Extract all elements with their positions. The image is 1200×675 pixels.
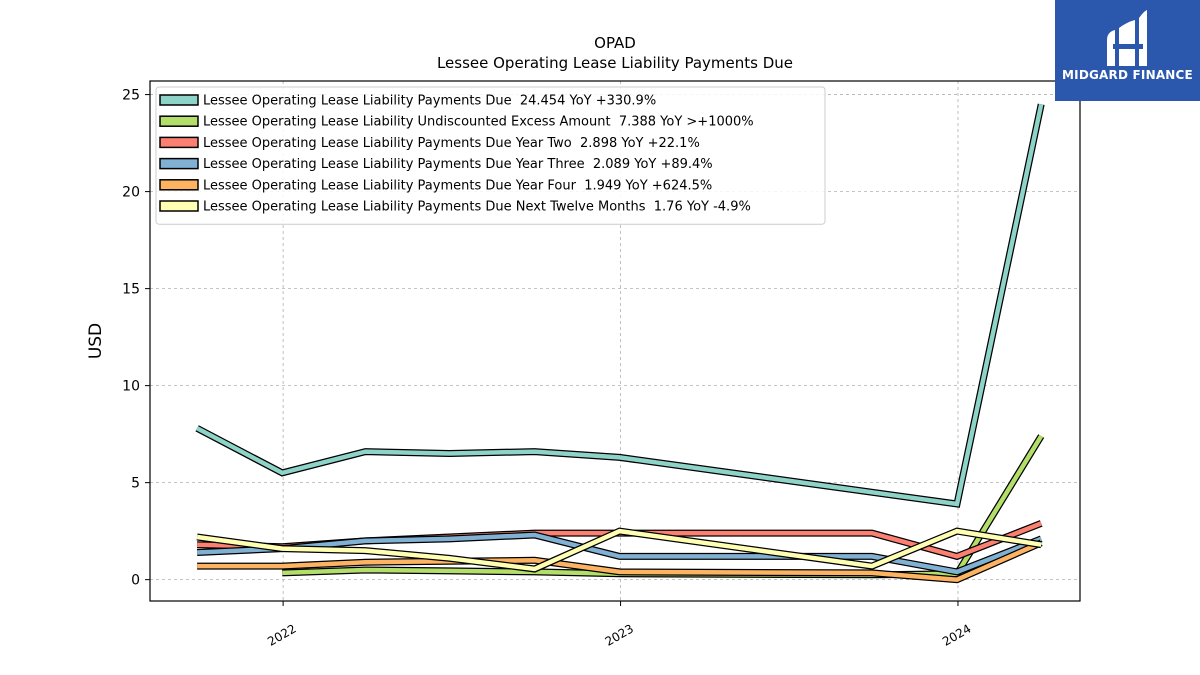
y-axis-label: USD [86,323,106,359]
legend-item: Lessee Operating Lease Liability Payment… [159,178,712,193]
brand-mark-icon [1107,10,1147,66]
y-tick-label: 0 [131,573,140,589]
legend-swatch [159,157,199,170]
legend-swatch [159,136,199,149]
legend-swatch [159,179,199,191]
y-tick-label: 25 [122,88,140,104]
series-lines [195,103,1045,584]
legend-item: Lessee Operating Lease Liability Payment… [159,157,713,172]
chart-subtitle: Lessee Operating Lease Liability Payment… [437,54,793,72]
legend-item: Lessee Operating Lease Liability Payment… [159,94,656,109]
legend-swatch [159,200,199,212]
legend: Lessee Operating Lease Liability Payment… [155,86,826,225]
x-tick-label: 2023 [603,621,636,648]
legend-label: Lessee Operating Lease Liability Payment… [203,157,713,172]
y-tick-label: 20 [122,185,140,201]
series-line-1 [195,103,1045,508]
legend-label: Lessee Operating Lease Liability Undisco… [203,115,754,130]
legend-swatch [159,94,199,106]
series-line-core [197,540,1043,582]
y-tick-label: 15 [122,282,140,298]
series-line-core [282,434,1044,578]
legend-item: Lessee Operating Lease Liability Undisco… [159,115,754,130]
y-tick-label: 10 [122,379,140,395]
x-tick-label: 2024 [940,621,973,648]
brand-name: MIDGARD FINANCE [1062,68,1193,82]
legend-swatch [159,115,199,127]
legend-label: Lessee Operating Lease Liability Payment… [203,200,751,215]
legend-label: Lessee Operating Lease Liability Payment… [203,136,700,151]
x-tick-label: 2022 [265,621,298,648]
series-line-6 [196,527,1042,573]
series-line-core [196,528,1042,572]
legend-label: Lessee Operating Lease Liability Payment… [203,178,712,193]
chart-title: OPAD [594,34,636,52]
y-tick-label: 5 [131,476,140,492]
legend-box [155,86,826,225]
brand-logo: MIDGARD FINANCE [1055,0,1200,101]
legend-label: Lessee Operating Lease Liability Payment… [203,94,656,109]
series-line-2 [282,434,1045,579]
legend-item: Lessee Operating Lease Liability Payment… [159,136,700,151]
plot-frame [149,80,1081,602]
series-line-core [196,103,1044,507]
series-line-5 [197,539,1043,584]
legend-item: Lessee Operating Lease Liability Payment… [159,200,751,215]
